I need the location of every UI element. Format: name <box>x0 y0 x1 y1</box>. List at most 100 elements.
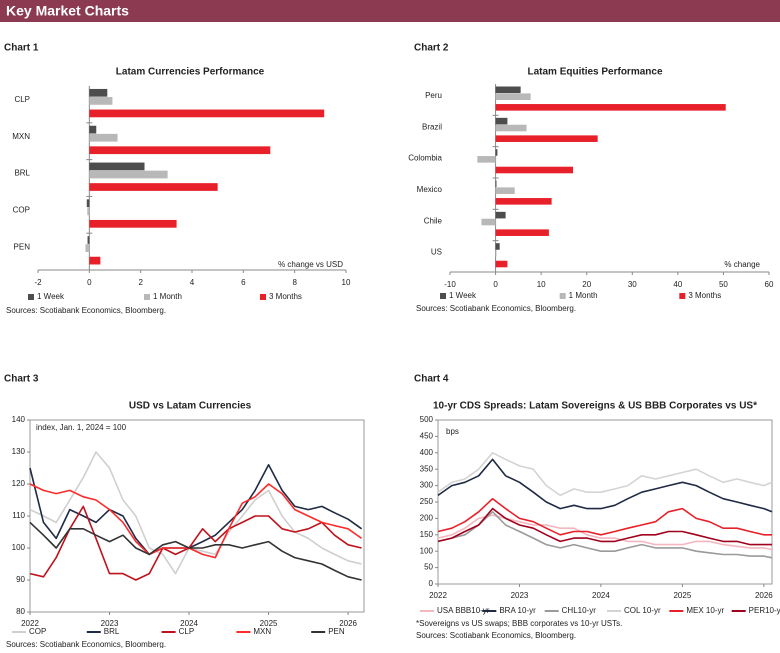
series-line <box>29 505 362 581</box>
legend-label: PER10-yr <box>749 606 780 615</box>
category-label: MXN <box>12 132 30 141</box>
bar <box>89 125 97 134</box>
legend-label: MXN <box>253 627 271 636</box>
x-tick-label: -10 <box>444 280 456 289</box>
category-label: BRL <box>14 169 30 178</box>
chart-title: 10-yr CDS Spreads: Latam Sovereigns & US… <box>433 401 757 412</box>
bar <box>495 104 726 111</box>
bar <box>89 183 218 191</box>
bar <box>89 88 108 97</box>
bar <box>495 86 521 94</box>
annotation: bps <box>446 427 459 436</box>
x-tick-label: 2023 <box>101 619 119 628</box>
y-tick-label: 200 <box>420 514 434 523</box>
header-bar <box>0 0 780 22</box>
bar <box>87 207 90 216</box>
y-tick-label: 80 <box>16 607 25 616</box>
series-line <box>29 521 362 581</box>
bar <box>495 198 552 205</box>
y-tick-label: 90 <box>16 575 25 584</box>
x-tick-label: 2026 <box>339 619 357 628</box>
chart-label: Chart 4 <box>414 374 449 385</box>
legend-swatch <box>679 293 686 299</box>
legend-label: CHL10-yr <box>562 606 597 615</box>
bar <box>495 180 497 188</box>
annotation: % change <box>724 260 760 269</box>
bar <box>85 244 90 252</box>
chart-title: Latam Currencies Performance <box>116 67 265 78</box>
legend-label: 1 Month <box>153 292 182 301</box>
y-tick-label: 350 <box>420 464 434 473</box>
legend-label: CLP <box>179 627 195 636</box>
x-tick-label: 2 <box>138 278 143 287</box>
series-line <box>437 514 773 551</box>
y-tick-label: 0 <box>429 579 434 588</box>
header-title: Key Market Charts <box>6 3 129 19</box>
bar <box>495 166 574 174</box>
y-tick-label: 300 <box>420 481 434 490</box>
series-line <box>437 452 773 497</box>
y-tick-label: 140 <box>12 415 26 424</box>
bar <box>495 124 527 132</box>
x-tick-label: 8 <box>292 278 297 287</box>
bar <box>495 135 598 142</box>
legend-label: 1 Month <box>569 291 598 300</box>
y-tick-label: 100 <box>12 543 26 552</box>
category-label: PEN <box>14 242 31 251</box>
y-tick-label: 50 <box>424 563 433 572</box>
category-label: Chile <box>424 216 443 225</box>
legend-label: PEN <box>328 627 345 636</box>
x-tick-label: 2024 <box>180 619 198 628</box>
bar <box>495 211 506 219</box>
legend-label: BRA 10-yr <box>499 606 536 615</box>
y-tick-label: 120 <box>12 479 26 488</box>
chart-title: USD vs Latam Currencies <box>129 401 252 412</box>
legend-label: USA BBB10-yr <box>437 606 490 615</box>
x-tick-label: 2022 <box>21 619 39 628</box>
bar <box>89 109 325 118</box>
series-line <box>437 458 773 513</box>
bar <box>89 219 177 228</box>
bar <box>89 97 113 105</box>
bar <box>495 149 498 156</box>
series-line <box>437 497 772 536</box>
x-tick-label: 2026 <box>755 591 773 600</box>
bar <box>495 187 515 194</box>
legend-label: 1 Week <box>37 292 65 301</box>
source: Sources: Scotiabank Economics, Bloomberg… <box>416 304 576 313</box>
bar <box>481 218 496 226</box>
category-label: Brazil <box>422 122 442 131</box>
bar <box>89 170 168 179</box>
x-tick-label: 2025 <box>260 619 278 628</box>
footnote: *Sovereigns vs US swaps; BBB corporates … <box>416 619 622 628</box>
legend-swatch <box>260 294 266 300</box>
bar <box>495 260 508 268</box>
y-tick-label: 100 <box>420 546 434 555</box>
legend-swatch <box>559 293 566 299</box>
bar <box>87 236 90 244</box>
legend-label: BRL <box>104 627 120 636</box>
bar <box>89 146 271 155</box>
category-label: Colombia <box>408 154 442 163</box>
legend-label: COP <box>29 627 46 636</box>
bar <box>495 117 508 125</box>
y-tick-label: 500 <box>420 415 434 424</box>
x-tick-label: 2025 <box>673 591 691 600</box>
legend-label: COL 10-yr <box>624 606 661 615</box>
bar <box>477 156 496 163</box>
legend-swatch <box>28 294 34 300</box>
legend-label: 3 Months <box>688 291 721 300</box>
y-tick-label: 250 <box>420 497 434 506</box>
x-tick-label: -2 <box>34 278 42 287</box>
x-tick-label: 6 <box>241 278 246 287</box>
y-tick-label: 130 <box>12 447 26 456</box>
x-tick-label: 50 <box>719 280 728 289</box>
chart-label: Chart 1 <box>4 43 39 54</box>
y-tick-label: 450 <box>420 432 434 441</box>
bar <box>89 162 145 171</box>
annotation: index, Jan. 1, 2024 = 100 <box>36 423 127 432</box>
series-line <box>437 507 772 546</box>
bar <box>495 93 531 100</box>
series-line <box>29 483 363 559</box>
category-label: CLP <box>14 95 30 104</box>
